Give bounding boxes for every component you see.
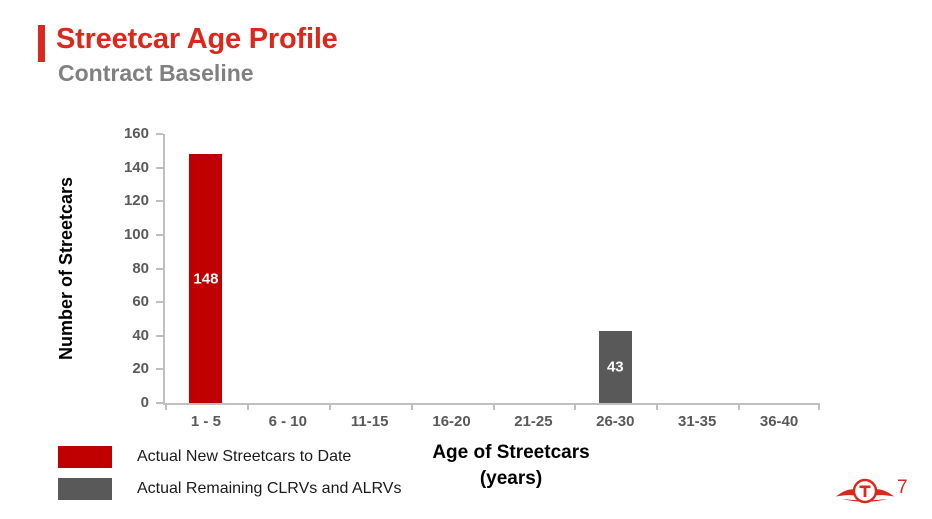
y-tick-label: 0 xyxy=(140,394,149,411)
x-axis-title-line2: (years) xyxy=(479,468,543,489)
y-tick-label: 140 xyxy=(123,158,149,176)
x-category-label: 21-25 xyxy=(514,413,553,430)
x-category-label: 31-35 xyxy=(678,413,717,430)
chart-legend: Actual New Streetcars to Date Actual Rem… xyxy=(58,446,401,510)
chart-bar: 148 xyxy=(189,154,223,403)
y-tick-label: 120 xyxy=(123,192,149,210)
x-category-label: 26-30 xyxy=(596,413,635,430)
y-tick-mark xyxy=(156,133,163,135)
y-tick-mark xyxy=(156,267,163,270)
y-tick-mark xyxy=(156,233,163,236)
title-accent-bar xyxy=(38,25,45,62)
slide-subtitle: Contract Baseline xyxy=(58,60,254,86)
y-tick-mark xyxy=(156,402,163,404)
x-tick-mark xyxy=(492,405,495,410)
x-tick-mark xyxy=(246,405,249,410)
x-category-label: 11-15 xyxy=(350,413,389,430)
x-tick-mark xyxy=(410,405,413,410)
bar-value-label: 43 xyxy=(606,358,624,376)
x-category-label: 1 - 5 xyxy=(190,413,221,430)
x-category-label: 6 - 10 xyxy=(268,413,307,430)
x-tick-mark xyxy=(165,405,167,410)
y-tick-mark xyxy=(156,166,163,169)
legend-item-new-streetcars: Actual New Streetcars to Date xyxy=(58,446,401,468)
plot-area: 0 20 40 60 80 100 120 140 160 1 - 5 6 - 10 11-15 16-… xyxy=(124,125,820,430)
legend-swatch-red xyxy=(58,446,112,468)
x-tick-mark xyxy=(818,405,820,410)
bar-value-label: 148 xyxy=(193,270,219,288)
legend-item-remaining-clrvs: Actual Remaining CLRVs and ALRVs xyxy=(58,478,401,500)
y-tick-mark xyxy=(156,334,163,337)
x-category-label: 36-40 xyxy=(759,413,799,430)
x-category-label: 16-20 xyxy=(432,413,471,430)
page-number: 7 xyxy=(897,477,908,498)
slide-title: Streetcar Age Profile xyxy=(56,23,338,55)
y-tick-mark xyxy=(156,368,163,371)
y-tick-label: 160 xyxy=(123,125,149,142)
y-tick-label: 100 xyxy=(123,225,149,243)
x-tick-mark xyxy=(328,405,331,410)
x-tick-mark xyxy=(574,405,577,410)
x-axis-title: Age of Streetcars (years) xyxy=(401,440,621,492)
y-tick-label: 60 xyxy=(132,293,149,311)
ttc-logo-icon xyxy=(836,478,894,504)
x-tick-mark xyxy=(656,405,659,410)
chart-bar: 43 xyxy=(598,330,632,403)
y-tick-label: 40 xyxy=(132,326,149,344)
y-axis-title: Number of Streetcars xyxy=(56,176,76,361)
legend-label: Actual New Streetcars to Date xyxy=(137,448,352,465)
x-tick-mark xyxy=(738,405,741,410)
y-tick-label: 80 xyxy=(132,259,149,277)
y-tick-label: 20 xyxy=(132,360,149,378)
legend-swatch-gray xyxy=(58,478,112,500)
y-tick-mark xyxy=(156,200,163,203)
legend-label: Actual Remaining CLRVs and ALRVs xyxy=(137,480,402,497)
x-axis-title-line1: Age of Streetcars xyxy=(432,442,590,463)
y-tick-mark xyxy=(156,301,163,304)
